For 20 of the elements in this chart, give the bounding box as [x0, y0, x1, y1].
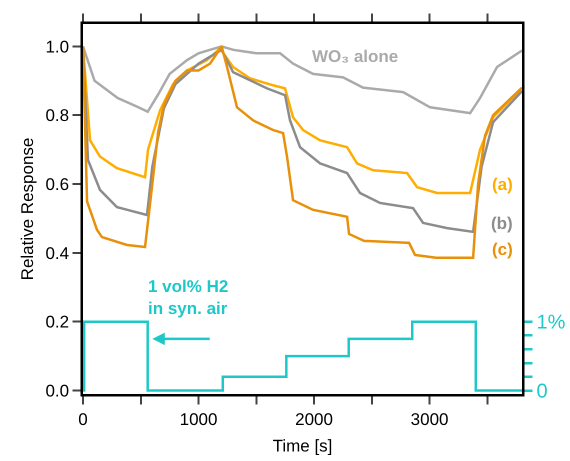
series-label: 1 vol% H2 in syn. air [148, 277, 228, 318]
series-label: (b) [491, 214, 513, 233]
y2-tick-label: 0 [536, 380, 548, 403]
y-tick-label: 0.8 [45, 106, 70, 126]
x-tick-label: 2000 [295, 410, 333, 429]
x-tick-label: 0 [78, 410, 88, 429]
series-label: WO₃ alone [312, 47, 398, 66]
y-tick-label: 0.4 [45, 244, 70, 263]
y2-tick-label: 1% [536, 312, 566, 334]
line-series [83, 45, 522, 114]
x-tick-label: 3000 [410, 410, 448, 429]
series-label: (c) [492, 240, 513, 259]
y-axis-title: Relative Response [18, 138, 37, 280]
y-tick-label: 0.6 [45, 175, 70, 194]
x-tick-label: 1000 [180, 410, 218, 429]
y-tick-label: 0.0 [45, 382, 70, 401]
series-label: (a) [492, 175, 513, 194]
x-axis-title: Time [s] [272, 436, 332, 456]
y-tick-label: 1.0 [45, 37, 70, 56]
y-tick-label: 0.2 [45, 312, 70, 332]
